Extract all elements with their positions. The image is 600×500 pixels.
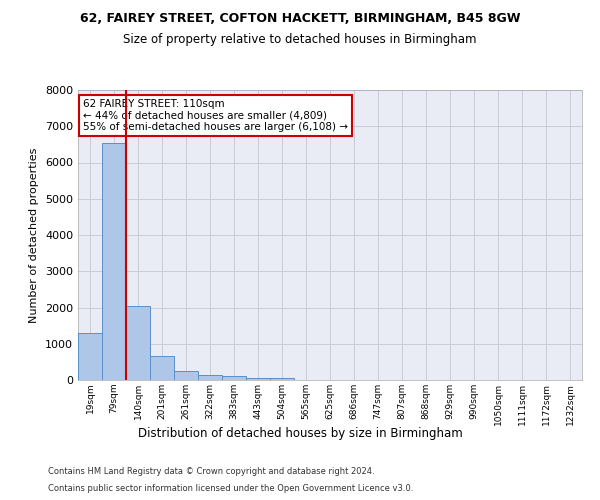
Text: Size of property relative to detached houses in Birmingham: Size of property relative to detached ho…	[123, 32, 477, 46]
Text: Contains public sector information licensed under the Open Government Licence v3: Contains public sector information licen…	[48, 484, 413, 493]
Bar	[198, 376, 222, 380]
Text: Contains HM Land Registry data © Crown copyright and database right 2024.: Contains HM Land Registry data © Crown c…	[48, 468, 374, 476]
Text: Distribution of detached houses by size in Birmingham: Distribution of detached houses by size …	[137, 428, 463, 440]
Bar	[102, 142, 126, 380]
Bar	[174, 371, 198, 380]
Bar	[150, 356, 174, 380]
Bar	[222, 376, 246, 380]
Bar	[246, 378, 270, 380]
Text: 62, FAIREY STREET, COFTON HACKETT, BIRMINGHAM, B45 8GW: 62, FAIREY STREET, COFTON HACKETT, BIRMI…	[80, 12, 520, 26]
Text: 62 FAIREY STREET: 110sqm
← 44% of detached houses are smaller (4,809)
55% of sem: 62 FAIREY STREET: 110sqm ← 44% of detach…	[83, 98, 348, 132]
Bar	[126, 306, 150, 380]
Bar	[78, 333, 102, 380]
Bar	[270, 378, 294, 380]
Y-axis label: Number of detached properties: Number of detached properties	[29, 148, 40, 322]
